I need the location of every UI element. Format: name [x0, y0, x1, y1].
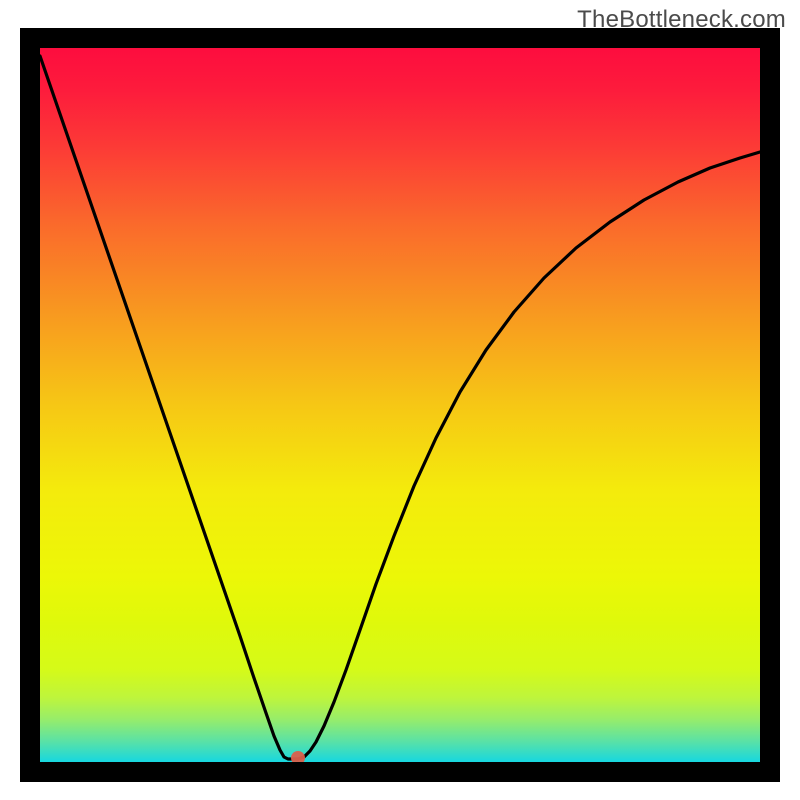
chart-stage: TheBottleneck.com [0, 0, 800, 800]
plot-area [40, 48, 760, 762]
optimum-marker [291, 751, 305, 762]
curve-layer [40, 48, 760, 762]
bottleneck-curve [40, 56, 760, 759]
